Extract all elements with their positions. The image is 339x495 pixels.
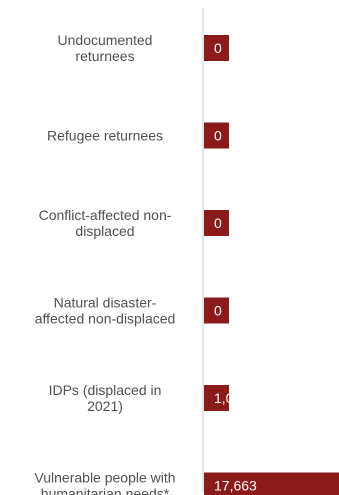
category-label-line: affected non-displaced — [35, 311, 176, 327]
bar — [204, 472, 339, 495]
bar — [204, 297, 229, 324]
bar — [204, 35, 229, 61]
category-label-line: humanitarian needs* — [41, 486, 170, 495]
bar-value-label: 0 — [214, 40, 222, 56]
bar-value-label: 0 — [214, 215, 222, 231]
category-label: Vulnerable people with humanitarian needs… — [34, 470, 175, 495]
bar-value-label: 1,085 — [214, 390, 249, 406]
category-label: Refugee returnees — [47, 128, 163, 144]
category-label: Conflict-affected non-displaced — [39, 207, 172, 239]
category-label-line: Vulnerable people with — [34, 470, 175, 486]
bar — [204, 210, 229, 236]
bar — [204, 122, 229, 149]
category-label-line: Natural disaster- — [54, 295, 157, 311]
bar-value-label: 0 — [214, 128, 222, 144]
category-label-line: Undocumented — [58, 32, 153, 48]
category-label: Natural disaster-affected non-displaced — [35, 295, 176, 327]
category-label: Undocumented returnees — [58, 32, 153, 64]
category-label: IDPs (displaced in 2021) — [49, 382, 162, 414]
category-label-line: 2021) — [87, 398, 123, 414]
category-label-line: Refugee returnees — [47, 128, 163, 144]
category-label-line: displaced — [75, 223, 134, 239]
bar-value-label: 17,663 — [214, 478, 257, 494]
category-label-line: returnees — [75, 48, 134, 64]
category-label-line: IDPs (displaced in — [49, 382, 162, 398]
bar-value-label: 0 — [214, 303, 222, 319]
category-label-line: Conflict-affected non- — [39, 207, 172, 223]
bar — [204, 385, 229, 411]
